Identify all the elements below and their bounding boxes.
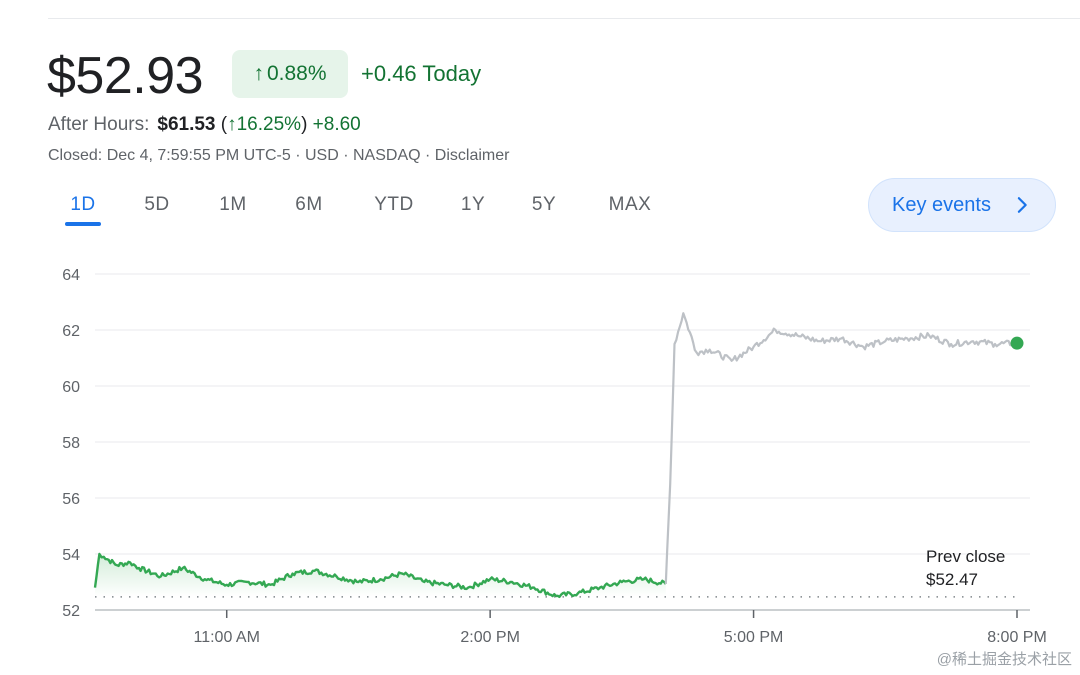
price-chart[interactable]: 52 54 56 58 60 62 64 11:00 AM 2:00 PM 5:00 PM 8:0… (0, 250, 1080, 675)
current-price: $52.93 (47, 47, 204, 105)
series-line-after-hours (664, 312, 1018, 585)
x-tick-label: 11:00 AM (194, 629, 260, 646)
y-tick-label: 54 (62, 547, 80, 564)
tab-max[interactable]: MAX (608, 194, 652, 215)
arrow-up-icon: ↑ (227, 114, 237, 135)
market-status-line: Closed: Dec 4, 7:59:55 PM UTC-5 · USD · … (48, 145, 509, 167)
regular-session-area (95, 554, 666, 597)
x-tick-label: 2:00 PM (460, 629, 520, 646)
x-tick-label: 8:00 PM (987, 629, 1047, 646)
key-events-label: Key events (892, 193, 991, 216)
y-axis-ticks: 52 54 56 58 60 62 64 (62, 267, 80, 620)
y-tick-label: 56 (62, 491, 80, 508)
tab-1d[interactable]: 1D (58, 186, 108, 224)
last-price-dot (1010, 336, 1024, 350)
series-line-regular (93, 552, 667, 599)
tab-6m[interactable]: 6M (295, 194, 323, 215)
after-hours-percent: 16.25% (236, 114, 302, 135)
after-hours-price: $61.53 (157, 114, 216, 135)
arrow-up-icon: ↑ (253, 62, 264, 85)
change-percent-badge: ↑ 0.88% (232, 50, 348, 98)
chart-gridlines (95, 273, 1030, 555)
after-hours-change: +8.60 (312, 114, 361, 135)
y-tick-label: 60 (62, 379, 80, 396)
y-tick-label: 58 (62, 435, 80, 452)
prev-close-label: Prev close (926, 547, 1005, 566)
after-hours-label: After Hours: (48, 114, 150, 135)
y-tick-label: 52 (62, 603, 80, 620)
y-tick-label: 62 (62, 323, 80, 340)
disclaimer-link[interactable]: Disclaimer (434, 147, 510, 164)
tab-1y[interactable]: 1Y (460, 194, 486, 215)
y-tick-label: 64 (62, 267, 80, 284)
tab-1m[interactable]: 1M (219, 194, 247, 215)
chevron-right-icon (1017, 197, 1027, 213)
tab-5y[interactable]: 5Y (531, 194, 557, 215)
after-hours-line: After Hours: $61.53 (↑16.25%) +8.60 (48, 114, 361, 135)
key-events-button[interactable]: Key events (868, 178, 1056, 232)
x-axis-ticks: 11:00 AM 2:00 PM 5:00 PM 8:00 PM (194, 610, 1047, 646)
tab-ytd[interactable]: YTD (374, 194, 414, 215)
x-tick-label: 5:00 PM (724, 629, 784, 646)
change-today: +0.46 Today (361, 61, 482, 86)
closed-info: Closed: Dec 4, 7:59:55 PM UTC-5 · USD · … (48, 147, 435, 164)
tab-5d[interactable]: 5D (144, 194, 170, 215)
top-divider (48, 18, 1080, 19)
prev-close-value: $52.47 (926, 570, 978, 589)
watermark: @稀土掘金技术社区 (936, 651, 1072, 668)
change-percent: 0.88% (266, 62, 327, 85)
